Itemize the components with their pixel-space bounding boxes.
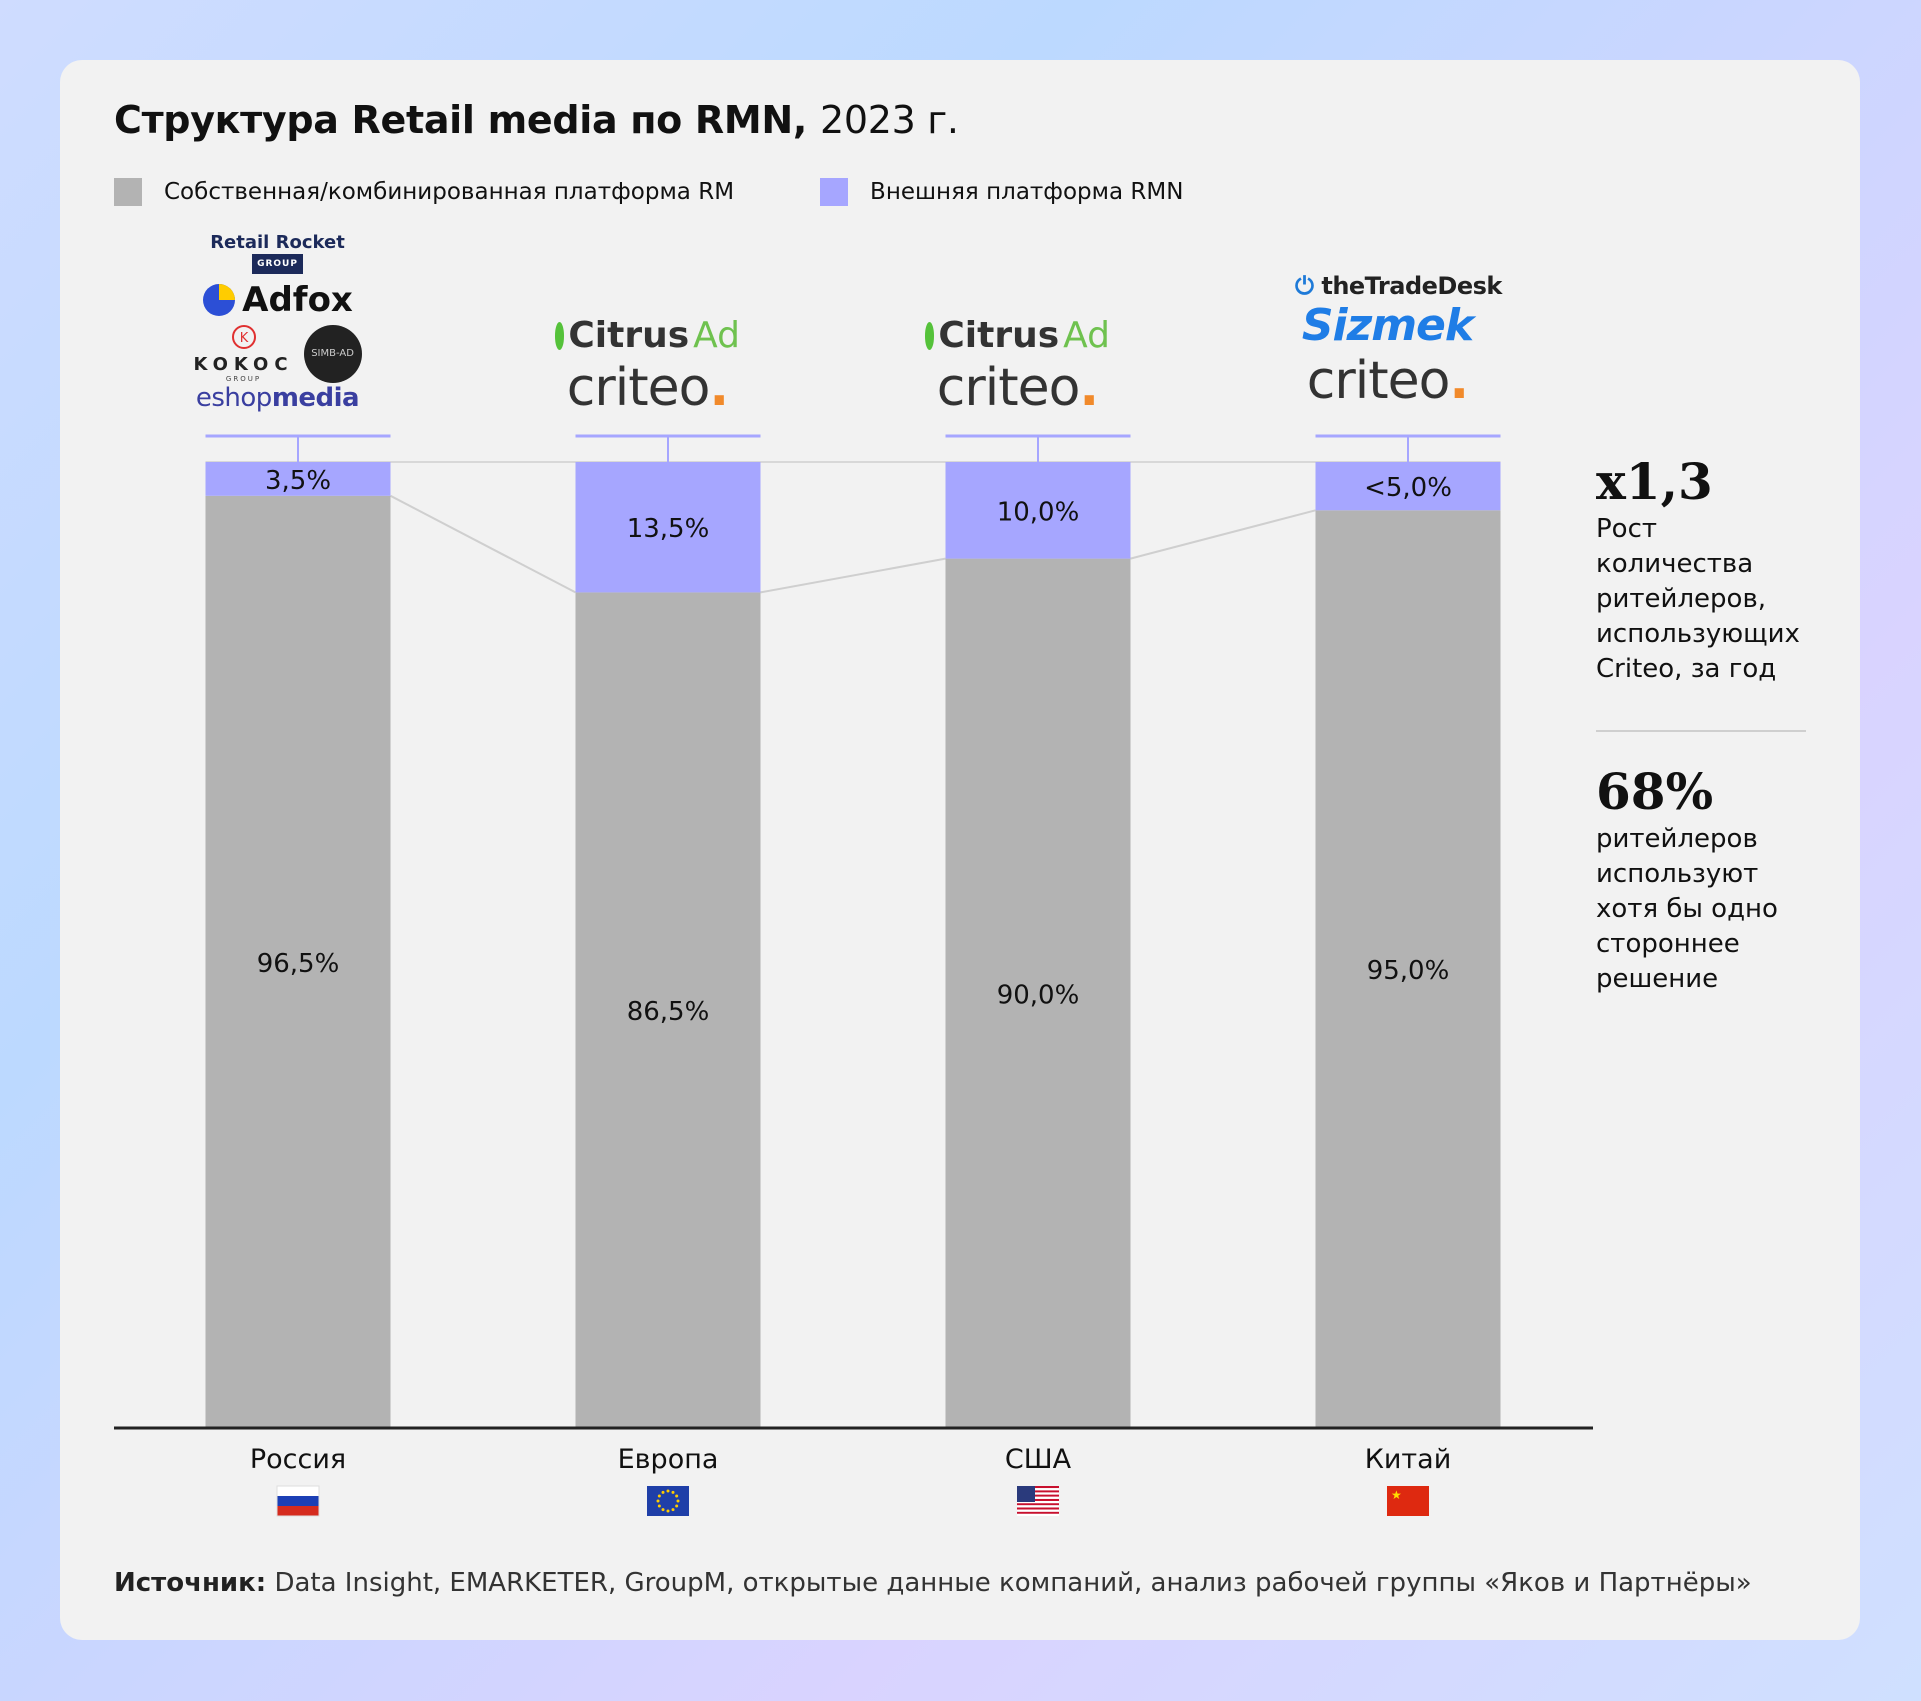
china-flag: ★ <box>1387 1486 1429 1516</box>
bar-own-2 <box>945 558 1131 1428</box>
citrus-dot-icon <box>925 321 935 350</box>
chart-title: Структура Retail media по RMN, 2023 г. <box>114 98 959 142</box>
bar-own-1 <box>575 592 761 1428</box>
eshopmedia-logo: eshopmedia <box>195 383 360 413</box>
chart-card: Структура Retail media по RMN, 2023 г. С… <box>60 60 1860 1640</box>
stat1-line: использующих <box>1596 619 1800 649</box>
data-label-external: 3,5% <box>265 466 331 496</box>
adfox-logo: Adfox <box>185 280 370 320</box>
citrusad-logo: Citrus Ad <box>925 315 1110 356</box>
logo-group-europe: Citrus Ad criteo. <box>555 315 740 418</box>
data-label-external: 10,0% <box>997 497 1080 527</box>
data-label-own: 86,5% <box>627 997 710 1027</box>
citrus-dot-icon <box>555 321 565 350</box>
criteo-logo: criteo. <box>936 358 1099 418</box>
stat1-line: Criteo, за год <box>1596 654 1777 684</box>
data-label-external: <5,0% <box>1364 473 1452 503</box>
svg-text:K: K <box>239 331 248 346</box>
source-label: Источник: <box>114 1568 267 1598</box>
legend-label-external: Внешняя платформа RMN <box>870 179 1184 205</box>
connector-line <box>1130 509 1316 560</box>
legend-label-own: Собственная/комбинированная платформа RM <box>164 179 735 205</box>
title-main: Структура Retail media по RMN, <box>114 98 808 142</box>
bar-external-3 <box>1315 462 1501 511</box>
retail-rocket-logo: Retail Rocket GROUP <box>185 234 370 274</box>
category-label: Европа <box>618 1444 719 1475</box>
stat1-line: Рост <box>1596 514 1658 544</box>
stat2-value: 68% <box>1596 762 1714 821</box>
legend-item-own: Собственная/комбинированная платформа RM <box>114 178 734 206</box>
bar-external-2 <box>945 462 1131 559</box>
criteo-logo: criteo. <box>1306 351 1469 411</box>
legend-swatch-own <box>114 178 142 206</box>
stat2-line: решение <box>1596 964 1719 994</box>
title-year: 2023 г. <box>819 98 959 142</box>
simb-ad-logo: SIMB-AD <box>303 324 362 383</box>
logo-group-russia: Retail Rocket GROUP Adfox K KOKOC GROUP … <box>185 234 370 413</box>
stat-criteo-growth: x1,3 Рост количества ритейлеров, использ… <box>1596 452 1800 687</box>
stacked-bar-chart: 96,5% 3,5% Россия 86,5% 13,5% Европа 90,0% 10,0… <box>114 434 1593 1517</box>
russia-flag <box>276 1485 320 1517</box>
source-text: Data Insight, EMARKETER, GroupM, открыты… <box>274 1568 1752 1598</box>
category-label: США <box>1005 1444 1072 1475</box>
bar-own-3 <box>1315 510 1501 1428</box>
legend-swatch-external <box>820 178 849 206</box>
legend: Собственная/комбинированная платформа RM… <box>114 178 1183 206</box>
legend-item-external: Внешняя платформа RMN <box>820 178 1183 206</box>
eu-flag <box>647 1486 689 1516</box>
data-label-own: 96,5% <box>257 949 340 979</box>
category-label: Россия <box>250 1444 346 1475</box>
stat1-line: ритейлеров, <box>1596 584 1767 614</box>
usa-flag <box>1017 1486 1059 1516</box>
data-label-own: 95,0% <box>1367 956 1450 986</box>
logo-group-usa: Citrus Ad criteo. <box>925 315 1110 418</box>
citrusad-logo: Citrus Ad <box>555 315 740 356</box>
stat2-line: хотя бы одно <box>1596 894 1778 924</box>
bar-external-1 <box>575 462 761 593</box>
kokoc-icon: K <box>231 325 256 349</box>
bar-external-0 <box>205 462 391 496</box>
stat-third-party-share: 68% ритейлеров используют хотя бы одно с… <box>1596 762 1778 997</box>
data-label-external: 13,5% <box>627 514 710 544</box>
source-note: Источник: Data Insight, EMARKETER, Group… <box>114 1568 1752 1598</box>
adfox-icon <box>203 284 236 316</box>
sizmek-logo: Sizmek <box>1301 300 1474 351</box>
stat1-line: количества <box>1596 549 1754 579</box>
criteo-logo: criteo. <box>566 358 729 418</box>
data-label-own: 90,0% <box>997 980 1080 1010</box>
logo-group-china: ⏻ theTradeDesk Sizmek criteo. <box>1295 272 1502 411</box>
stat1-value: x1,3 <box>1596 452 1713 511</box>
stat2-line: стороннее <box>1596 929 1740 959</box>
thetradedesk-logo: ⏻ theTradeDesk <box>1295 272 1502 300</box>
svg-text:★: ★ <box>1391 1488 1402 1502</box>
side-divider <box>1596 730 1806 732</box>
stat2-line: ритейлеров <box>1596 824 1758 854</box>
category-label: Китай <box>1365 1444 1452 1475</box>
kokoc-logo: KOKOC <box>193 354 294 375</box>
bar-own-0 <box>205 495 391 1428</box>
connector-line <box>390 494 576 594</box>
connector-line <box>760 557 946 594</box>
stat2-line: используют <box>1596 859 1759 889</box>
